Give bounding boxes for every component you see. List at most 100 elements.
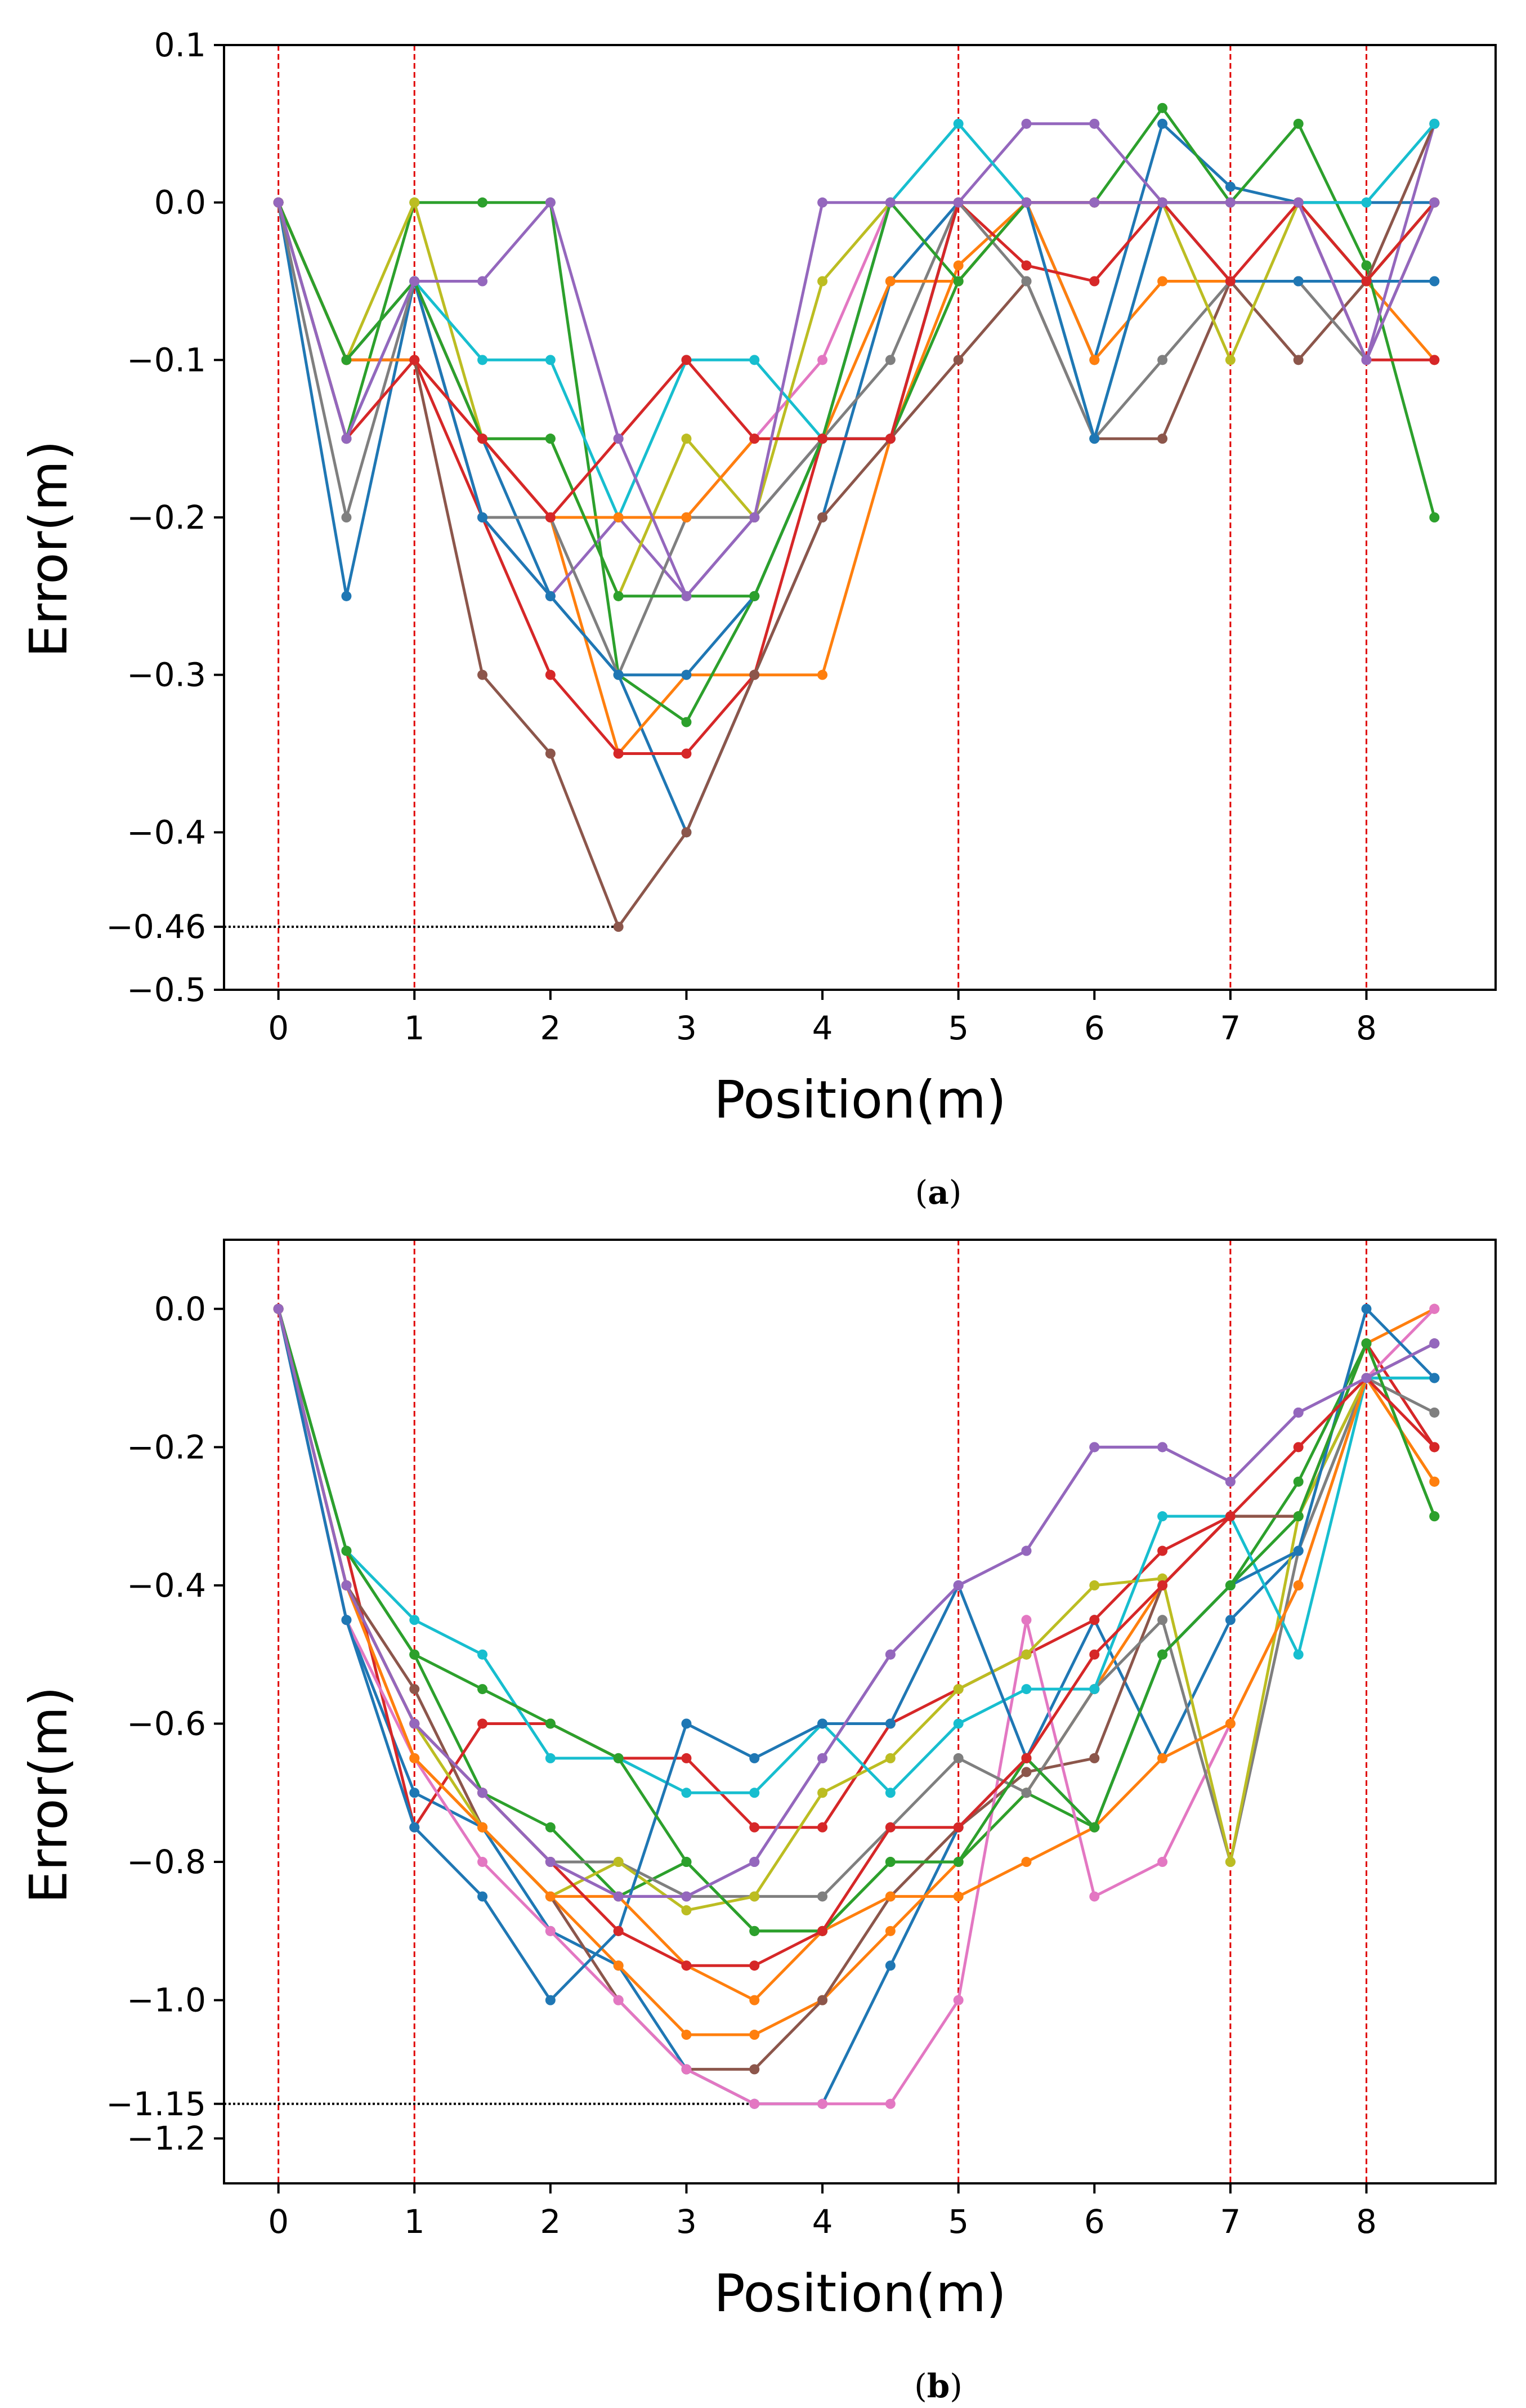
x-tick-label-b-8: 8 <box>1356 2203 1377 2241</box>
data-point-a-4-6 <box>681 748 692 759</box>
data-point-a-12-6 <box>681 512 692 522</box>
data-point-b-14-11 <box>1021 1753 1032 1763</box>
data-point-b-15-7 <box>749 1857 760 1868</box>
data-point-b-1-2 <box>409 1788 420 1798</box>
data-point-b-14-9 <box>885 1822 896 1833</box>
data-point-b-6-7 <box>749 2064 760 2075</box>
data-point-b-10-2 <box>409 1615 420 1625</box>
series-line-a-9 <box>277 201 1436 598</box>
y-tick-label-a-5: −0.4 <box>127 813 206 851</box>
data-point-a-3-16 <box>1361 260 1372 271</box>
data-point-a-2-8 <box>817 669 828 680</box>
data-point-b-11-2 <box>409 1822 420 1833</box>
data-point-a-1-13 <box>1157 118 1168 129</box>
y-axis-title-b: Error(m) <box>19 1686 79 1904</box>
data-point-b-7-4 <box>545 1925 556 1936</box>
data-point-a-15-10 <box>953 197 964 208</box>
data-point-a-14-4 <box>545 512 556 522</box>
data-point-b-15-1 <box>341 1580 352 1591</box>
data-point-b-14-6 <box>681 1960 692 1971</box>
data-point-b-13-14 <box>1225 1580 1236 1591</box>
data-point-b-13-16 <box>1361 1338 1372 1349</box>
data-point-b-7-3 <box>477 1857 488 1868</box>
data-point-a-15-2 <box>409 276 420 287</box>
data-point-a-8-11 <box>1021 276 1032 287</box>
data-point-a-15-15 <box>1293 197 1304 208</box>
data-point-a-4-4 <box>545 669 556 680</box>
data-point-b-10-6 <box>681 1788 692 1798</box>
data-point-a-14-14 <box>1225 276 1236 287</box>
data-point-a-13-5 <box>613 591 624 601</box>
data-point-b-15-14 <box>1225 1476 1236 1487</box>
data-point-b-4-6 <box>681 1753 692 1763</box>
data-point-b-12-7 <box>749 1995 760 2005</box>
data-point-a-15-8 <box>817 197 828 208</box>
caption-b: (b) <box>914 2367 963 2405</box>
y-tick-label-b-6: −1.15 <box>106 2085 206 2123</box>
data-point-b-8-17 <box>1429 1407 1440 1418</box>
data-point-b-10-9 <box>885 1788 896 1798</box>
data-point-b-14-10 <box>953 1822 964 1833</box>
data-point-b-15-12 <box>1089 1442 1100 1453</box>
data-point-b-2-9 <box>885 1925 896 1936</box>
data-point-b-13-15 <box>1293 1511 1304 1522</box>
data-point-b-7-8 <box>817 2098 828 2109</box>
data-point-a-15-0 <box>273 197 284 208</box>
data-point-b-1-14 <box>1225 1615 1236 1625</box>
data-point-b-12-10 <box>953 1891 964 1902</box>
data-point-b-8-8 <box>817 1891 828 1902</box>
data-point-b-8-13 <box>1157 1615 1168 1625</box>
data-point-b-14-17 <box>1429 1442 1440 1453</box>
data-point-b-12-13 <box>1157 1753 1168 1763</box>
data-point-a-2-10 <box>953 260 964 271</box>
data-point-b-4-8 <box>817 1822 828 1833</box>
chart-panel-b: 0 1 2 3 4 5 6 7 8 0.0 −0.2 −0.4 −0.6 −0.8 −1.0 −1.15−1.… <box>106 1239 1497 2241</box>
data-point-a-10-4 <box>545 355 556 365</box>
data-point-b-6-12 <box>1089 1753 1100 1763</box>
data-point-a-12-9 <box>885 276 896 287</box>
data-point-a-15-1 <box>341 434 352 444</box>
data-point-a-15-16 <box>1361 355 1372 365</box>
data-point-b-4-7 <box>749 1822 760 1833</box>
series-line-b-10 <box>277 1308 1435 1794</box>
x-axis-title-a: Position(m) <box>714 1070 1006 1130</box>
data-point-a-15-4 <box>545 197 556 208</box>
data-point-a-6-6 <box>681 827 692 838</box>
data-point-b-2-7 <box>749 2030 760 2040</box>
y-tick-label-a-1: 0.0 <box>154 184 206 222</box>
data-point-a-14-16 <box>1361 276 1372 287</box>
x-axis-title-b: Position(m) <box>714 2263 1006 2324</box>
y-tick-label-a-6: −0.46 <box>106 908 206 946</box>
data-point-b-12-3 <box>477 1822 488 1833</box>
data-point-b-13-6 <box>681 1857 692 1868</box>
data-point-b-7-10 <box>953 1995 964 2005</box>
data-point-b-10-11 <box>1021 1684 1032 1695</box>
data-point-a-13-4 <box>545 434 556 444</box>
data-point-b-15-15 <box>1293 1407 1304 1418</box>
x-tick-label-a-1: 1 <box>404 1009 425 1047</box>
data-point-b-15-6 <box>681 1891 692 1902</box>
data-point-a-8-13 <box>1157 355 1168 365</box>
data-point-b-9-8 <box>817 1788 828 1798</box>
data-point-b-13-1 <box>341 1545 352 1556</box>
series-line-b-6 <box>277 1308 1435 2071</box>
y-tick-label-b-4: −0.8 <box>127 1843 206 1881</box>
data-point-a-5-12 <box>1089 118 1100 129</box>
data-point-a-11-15 <box>1293 276 1304 287</box>
data-point-b-12-2 <box>409 1753 420 1763</box>
data-point-b-14-13 <box>1157 1580 1168 1591</box>
data-point-b-9-10 <box>953 1684 964 1695</box>
data-point-b-11-15 <box>1293 1545 1304 1556</box>
data-point-a-15-14 <box>1225 197 1236 208</box>
data-point-b-6-8 <box>817 1995 828 2005</box>
data-point-a-4-5 <box>613 748 624 759</box>
x-tick-label-b-5: 5 <box>948 2203 969 2241</box>
x-tick-label-a-3: 3 <box>676 1009 697 1047</box>
data-point-b-2-5 <box>613 1960 624 1971</box>
caption-a: (a) <box>915 1173 962 1212</box>
data-point-b-15-3 <box>477 1788 488 1798</box>
data-point-b-13-4 <box>545 1718 556 1729</box>
data-point-b-9-5 <box>613 1857 624 1868</box>
data-point-a-6-13 <box>1157 434 1168 444</box>
